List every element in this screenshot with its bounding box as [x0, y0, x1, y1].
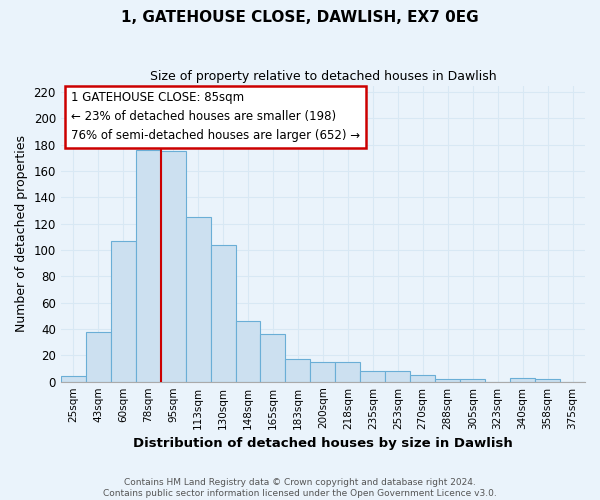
Title: Size of property relative to detached houses in Dawlish: Size of property relative to detached ho…	[149, 70, 496, 83]
Bar	[460, 379, 485, 382]
Bar	[185, 217, 211, 382]
Y-axis label: Number of detached properties: Number of detached properties	[15, 135, 28, 332]
Bar	[435, 379, 460, 382]
Bar	[335, 362, 361, 382]
Bar	[61, 376, 86, 382]
Text: 1 GATEHOUSE CLOSE: 85sqm
← 23% of detached houses are smaller (198)
76% of semi-: 1 GATEHOUSE CLOSE: 85sqm ← 23% of detach…	[71, 92, 361, 142]
Bar	[161, 152, 185, 382]
Bar	[385, 371, 410, 382]
Text: Contains HM Land Registry data © Crown copyright and database right 2024.
Contai: Contains HM Land Registry data © Crown c…	[103, 478, 497, 498]
Bar	[310, 362, 335, 382]
Bar	[136, 150, 161, 382]
Bar	[111, 241, 136, 382]
Bar	[510, 378, 535, 382]
Bar	[260, 334, 286, 382]
Bar	[211, 245, 236, 382]
Bar	[361, 371, 385, 382]
Bar	[535, 379, 560, 382]
Bar	[410, 375, 435, 382]
Bar	[236, 321, 260, 382]
Bar	[286, 360, 310, 382]
X-axis label: Distribution of detached houses by size in Dawlish: Distribution of detached houses by size …	[133, 437, 513, 450]
Bar	[86, 332, 111, 382]
Text: 1, GATEHOUSE CLOSE, DAWLISH, EX7 0EG: 1, GATEHOUSE CLOSE, DAWLISH, EX7 0EG	[121, 10, 479, 25]
